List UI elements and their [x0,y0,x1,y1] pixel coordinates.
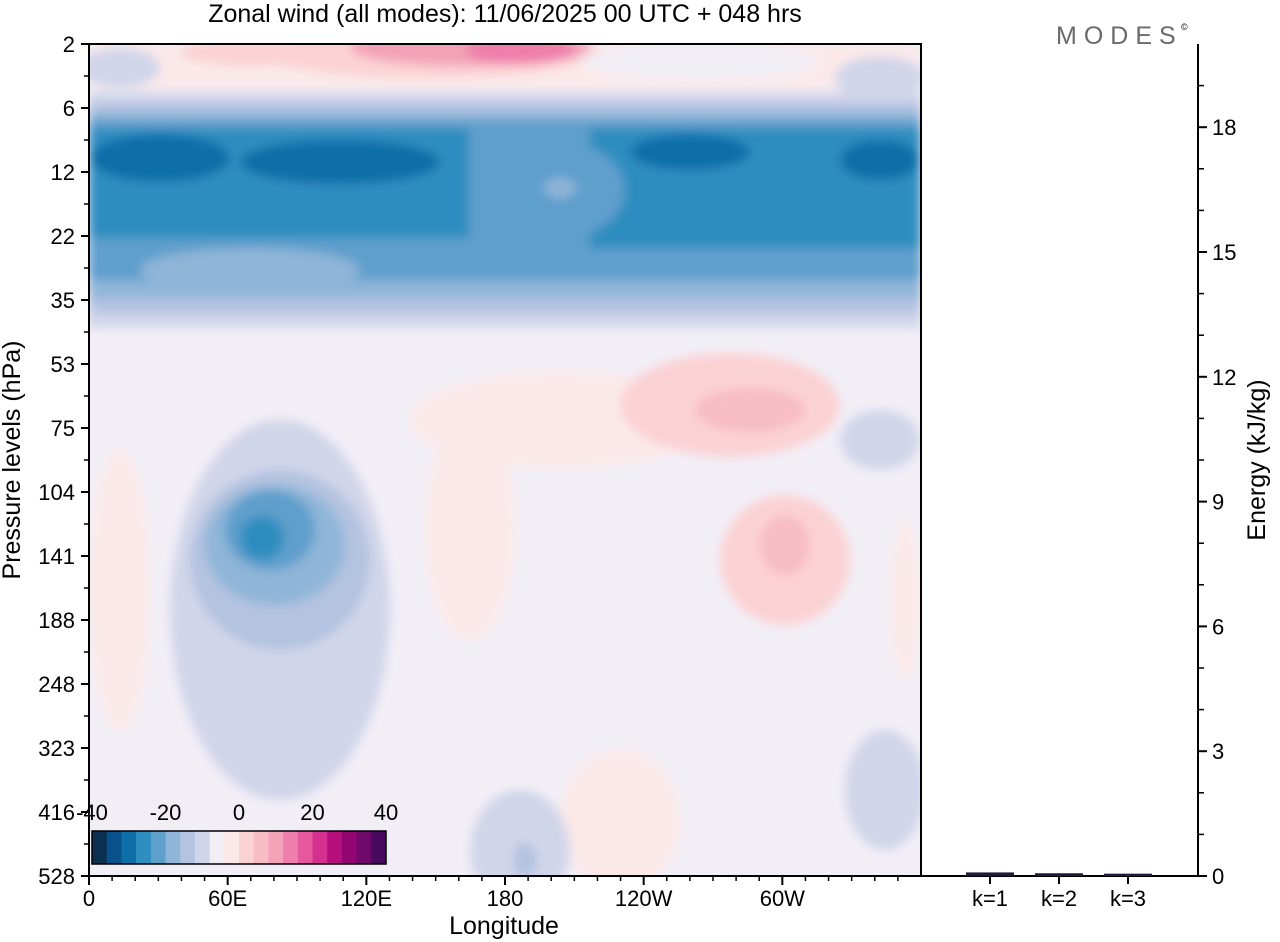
energy-tick-label: 15 [1212,240,1236,265]
energy-tick-label: 12 [1212,365,1236,390]
colorbar-tick-label: -20 [150,800,182,825]
pressure-axis: 2 6 12 22 35 53 75 104 141 188 248 323 416 528 [38,32,89,889]
colorbar-swatch [239,831,255,864]
contour-easterly-near-surface [470,790,570,876]
pressure-tick-label: 12 [51,160,75,185]
colorbar-swatch [106,831,122,864]
colorbar-tick-label: -40 [76,800,108,825]
colorbar-swatch [180,831,196,864]
colorbar-swatch [165,831,181,864]
contour-easterly-gap-inner [544,178,576,198]
contour-top-light-right [580,44,820,80]
energy-axis: 0 3 6 9 12 15 18 [1198,84,1236,889]
contour-easterly-max-1 [90,134,230,182]
contour-top-blue-right [835,56,921,100]
pressure-tick-label: 104 [38,480,75,505]
energy-category-label: k=1 [972,886,1008,911]
contour-easterly-trop-5 [240,516,284,560]
contour-easterly-east-right [845,730,921,850]
contour-westerly-141-b [760,515,810,575]
energy-tick-label: 0 [1212,864,1224,889]
zonal-wind-heatmap: 2 6 12 22 35 53 75 104 141 188 248 323 416 528 0 60E 12… [0,32,922,940]
pressure-tick-label: 416 [38,800,75,825]
contour-top-westerly-4 [180,44,320,66]
energy-axis-label: Energy (kJ/kg) [1243,379,1271,540]
contour-easterly-max-3 [630,134,750,170]
pressure-tick-label: 2 [63,32,75,57]
contour-easterly-near-surface-core [513,842,537,876]
energy-bars [966,872,1152,876]
longitude-tick-label: 60E [208,886,247,911]
energy-tick-label: 9 [1212,490,1224,515]
energy-bar-chart: 0 3 6 9 12 15 18 k=1 k=2 k=3 Energy (kJ/kg) [920,44,1271,911]
pressure-tick-label: 188 [38,608,75,633]
contour-westerly-lower-mid [560,750,680,876]
colorbar-swatch [312,831,328,864]
colorbar-swatch [371,831,387,864]
colorbar-swatch [121,831,137,864]
colorbar-swatch [150,831,166,864]
colorbar-swatch [268,831,284,864]
energy-bar-k1 [966,872,1014,876]
longitude-axis: 0 60E 120E 180 120W 60W [83,876,899,911]
contour-top-westerly-3 [465,44,575,64]
contour-westerly-west-edge [90,450,150,730]
colorbar-swatch [356,831,372,864]
energy-frame-background [921,44,1198,876]
y-axis-label: Pressure levels (hPa) [0,341,26,580]
pressure-tick-label: 35 [51,288,75,313]
energy-categories: k=1 k=2 k=3 [972,876,1146,911]
colorbar-swatch [194,831,211,864]
colorbar-swatch [327,831,343,864]
colorbar-swatch [297,831,313,864]
colorbar-tick-label: 40 [374,800,398,825]
longitude-tick-label: 60W [760,886,805,911]
longitude-tick-label: 180 [487,886,524,911]
longitude-tick-label: 0 [83,886,95,911]
contour-westerly-east-edge [890,520,920,680]
pressure-tick-label: 528 [38,864,75,889]
energy-bar-k2 [1035,873,1083,876]
energy-tick-label: 6 [1212,614,1224,639]
energy-bar-k3 [1104,873,1152,876]
colorbar: -40 -20 0 20 40 [76,800,398,865]
colorbar-tick-label: 0 [233,800,245,825]
contour-westerly-mid [425,420,515,640]
pressure-tick-label: 323 [38,736,75,761]
colorbar-tick-label: 20 [300,800,324,825]
pressure-tick-label: 6 [63,96,75,121]
energy-tick-label: 3 [1212,739,1224,764]
colorbar-swatch [283,831,299,864]
pressure-tick-label: 248 [38,672,75,697]
pressure-tick-label: 53 [51,352,75,377]
colorbar-swatch [136,831,152,864]
pressure-tick-label: 141 [38,544,75,569]
longitude-tick-label: 120E [341,886,392,911]
contour-easterly-right-top [840,410,920,470]
pressure-tick-label: 75 [51,416,75,441]
energy-category-label: k=2 [1041,886,1077,911]
figure-title: Zonal wind (all modes): 11/06/2025 00 UT… [208,0,802,28]
colorbar-frame [91,830,387,865]
colorbar-swatch [92,831,108,864]
pressure-tick-label: 22 [51,224,75,249]
energy-category-label: k=3 [1110,886,1146,911]
colorbar-swatch [253,831,269,864]
colorbar-swatch [224,831,240,864]
energy-tick-label: 18 [1212,115,1236,140]
contour-easterly-max-2 [240,140,440,184]
longitude-tick-label: 120W [615,886,673,911]
colorbar-swatch [209,831,225,864]
contour-easterly-max-4 [840,140,920,180]
contour-top-blue-left [89,48,160,88]
contour-westerly-53-75-c [695,388,805,432]
colorbar-swatch [341,831,358,864]
x-axis-label: Longitude [449,912,559,940]
modes-logo-mark: © [1181,22,1188,32]
contour-easterly-lower-lobe [140,248,360,292]
